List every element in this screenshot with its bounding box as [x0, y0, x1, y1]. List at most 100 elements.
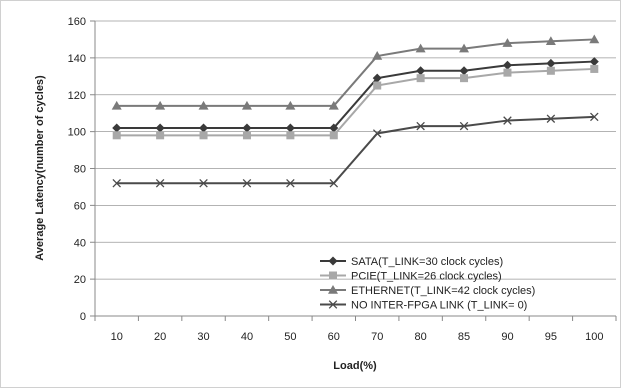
data-point [112, 131, 121, 140]
series-1 [112, 57, 599, 133]
data-point [199, 131, 208, 140]
data-point [372, 51, 383, 60]
data-point [416, 121, 425, 131]
y-tick-label: 100 [68, 127, 86, 139]
data-point [503, 68, 512, 77]
data-point [285, 100, 296, 110]
data-point [242, 131, 251, 140]
x-tick-label: 40 [241, 331, 253, 343]
series-2 [112, 64, 599, 140]
x-marker-stroke [286, 178, 295, 188]
x-axis-title: Load(%) [333, 360, 377, 372]
data-point [242, 123, 252, 133]
series-line [116, 67, 595, 137]
data-point [459, 66, 469, 76]
data-point [460, 74, 469, 83]
series-lines [111, 34, 600, 188]
legend-entry: NO INTER-FPGA LINK (T_LINK= 0) [320, 300, 527, 312]
data-point [502, 60, 512, 70]
x-tick-label: 50 [284, 331, 296, 343]
data-point [155, 123, 165, 133]
data-point [199, 123, 209, 133]
data-point [416, 74, 425, 83]
data-point [329, 123, 339, 133]
data-point [285, 123, 295, 133]
data-point [198, 100, 209, 110]
y-tick-label: 120 [68, 90, 86, 102]
legend-label: NO INTER-FPGA LINK (T_LINK= 0) [351, 300, 527, 312]
y-axis-title: Average Latency(number of cycles) [34, 75, 46, 261]
data-point [590, 64, 599, 73]
data-point [415, 43, 426, 53]
series-line [116, 60, 595, 129]
legend: SATA(T_LINK=30 clock cycles) PCIE(T_LINK=… [320, 256, 535, 312]
x-tick-label: 100 [585, 331, 603, 343]
data-point [372, 73, 382, 83]
x-marker-stroke [155, 178, 165, 188]
data-point [156, 131, 165, 140]
data-point [503, 116, 512, 125]
x-marker-stroke [199, 178, 208, 188]
data-point [459, 121, 469, 131]
y-tick-label: 140 [68, 53, 86, 65]
x-tick-label: 90 [501, 331, 513, 343]
legend-entry: SATA(T_LINK=30 clock cycles) [320, 256, 503, 268]
x-marker-stroke [242, 178, 252, 188]
data-point [329, 131, 338, 140]
x-marker-stroke [546, 114, 556, 123]
data-point [590, 112, 599, 122]
series-4 [112, 112, 599, 188]
x-tick-label: 80 [415, 331, 427, 343]
data-point [112, 178, 121, 188]
x-tick-label: 30 [197, 331, 209, 343]
legend-label: PCIE(T_LINK=26 clock cycles) [351, 271, 502, 283]
x-marker-stroke [372, 129, 382, 138]
data-point [111, 100, 122, 110]
series-line [116, 115, 595, 185]
data-point [546, 114, 556, 123]
data-point [155, 100, 166, 110]
data-point [328, 100, 339, 110]
x-marker-stroke [329, 178, 339, 188]
legend-marker [328, 285, 338, 294]
x-tick-label: 85 [458, 331, 470, 343]
data-point [589, 57, 599, 67]
legend-marker [328, 256, 338, 266]
legend-marker [329, 271, 337, 280]
y-tick-label: 80 [74, 164, 86, 176]
x-marker-stroke [416, 121, 425, 131]
data-point [546, 66, 555, 75]
data-point [459, 43, 470, 53]
x-marker-stroke [590, 112, 599, 122]
y-tick-label: 20 [74, 274, 86, 286]
x-tick-label: 20 [154, 331, 166, 343]
x-marker-stroke [112, 178, 121, 188]
data-point [329, 178, 339, 188]
data-point [286, 131, 295, 140]
data-point [286, 178, 295, 188]
data-point [241, 100, 252, 110]
axes: 0 20 40 60 80 100 120 140 160 10 20 30 40 50 60 70 80 85 9… [68, 16, 617, 343]
data-point [155, 178, 165, 188]
y-tick-label: 160 [68, 16, 86, 28]
data-point [372, 129, 382, 138]
x-tick-label: 95 [545, 331, 557, 343]
x-marker-stroke [328, 300, 338, 309]
legend-entry: PCIE(T_LINK=26 clock cycles) [320, 271, 502, 283]
series-3 [111, 34, 600, 110]
series-line [116, 38, 595, 107]
x-tick-label: 70 [371, 331, 383, 343]
y-tick-label: 40 [74, 237, 86, 249]
data-point [545, 36, 556, 46]
data-point [199, 178, 208, 188]
data-point [112, 123, 122, 133]
x-tick-label: 60 [328, 331, 340, 343]
x-marker-stroke [459, 121, 469, 131]
x-tick-label: 10 [111, 331, 123, 343]
x-marker-stroke [503, 116, 512, 125]
y-tick-label: 0 [80, 311, 86, 323]
legend-entry: ETHERNET(T_LINK=42 clock cycles) [320, 285, 535, 297]
data-point [502, 38, 513, 47]
data-point [589, 34, 600, 44]
data-point [373, 81, 382, 90]
